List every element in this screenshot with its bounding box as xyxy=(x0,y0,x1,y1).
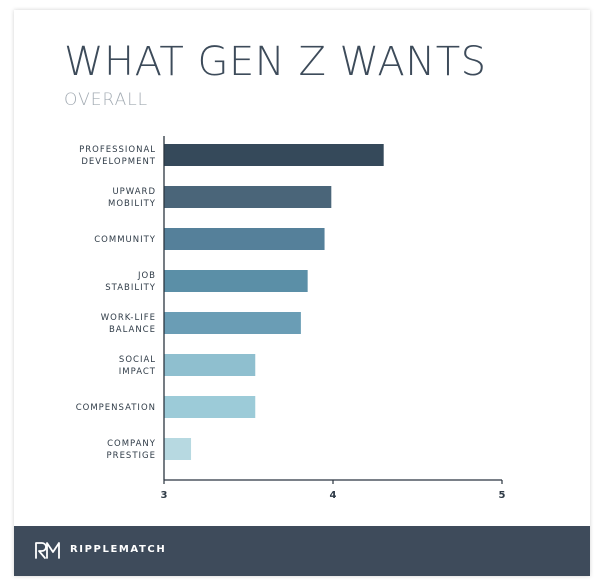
brand-name: RIPPLEMATCH xyxy=(70,544,167,555)
x-tick-label-1: 4 xyxy=(330,490,337,501)
ripplematch-logo-icon xyxy=(35,542,60,559)
bar-4 xyxy=(164,312,301,334)
x-tick-label-0: 3 xyxy=(161,490,168,501)
bar-chart: PROFESSIONAL DEVELOPMENT UPWARD MOBILITY COM… xyxy=(76,136,506,501)
category-label-3-line-0: JOB xyxy=(137,271,156,281)
bar-1 xyxy=(164,186,332,208)
footer-bar: RIPPLEMATCH xyxy=(14,526,590,576)
category-label-3-line-1: STABILITY xyxy=(105,283,156,293)
category-label-7-line-0: COMPANY xyxy=(107,439,156,449)
x-tick-label-2: 5 xyxy=(499,490,506,501)
category-label-5-line-1: IMPACT xyxy=(119,367,156,377)
bar-0 xyxy=(164,144,384,166)
bar-6 xyxy=(164,396,256,418)
category-label-7-line-1: PRESTIGE xyxy=(107,451,156,461)
bar-7 xyxy=(164,438,192,460)
category-label-6: COMPENSATION xyxy=(76,403,156,413)
category-label-5-line-0: SOCIAL xyxy=(119,355,156,365)
category-label-1-line-1: MOBILITY xyxy=(108,199,156,209)
category-label-0-line-0: PROFESSIONAL xyxy=(79,145,156,155)
infographic-card: WHAT GEN Z WANTS OVERALL PROFESSIONAL DEV… xyxy=(14,10,590,576)
category-label-2: COMMUNITY xyxy=(94,235,156,245)
category-label-4-line-1: BALANCE xyxy=(109,325,156,335)
category-label-1-line-0: UPWARD xyxy=(112,187,156,197)
bar-3 xyxy=(164,270,308,292)
chart-subtitle: OVERALL xyxy=(64,90,149,110)
chart-title: WHAT GEN Z WANTS xyxy=(64,39,487,85)
bar-5 xyxy=(164,354,256,376)
category-label-4-line-0: WORK-LIFE xyxy=(101,313,156,323)
bar-2 xyxy=(164,228,325,250)
category-label-0-line-1: DEVELOPMENT xyxy=(81,157,156,167)
